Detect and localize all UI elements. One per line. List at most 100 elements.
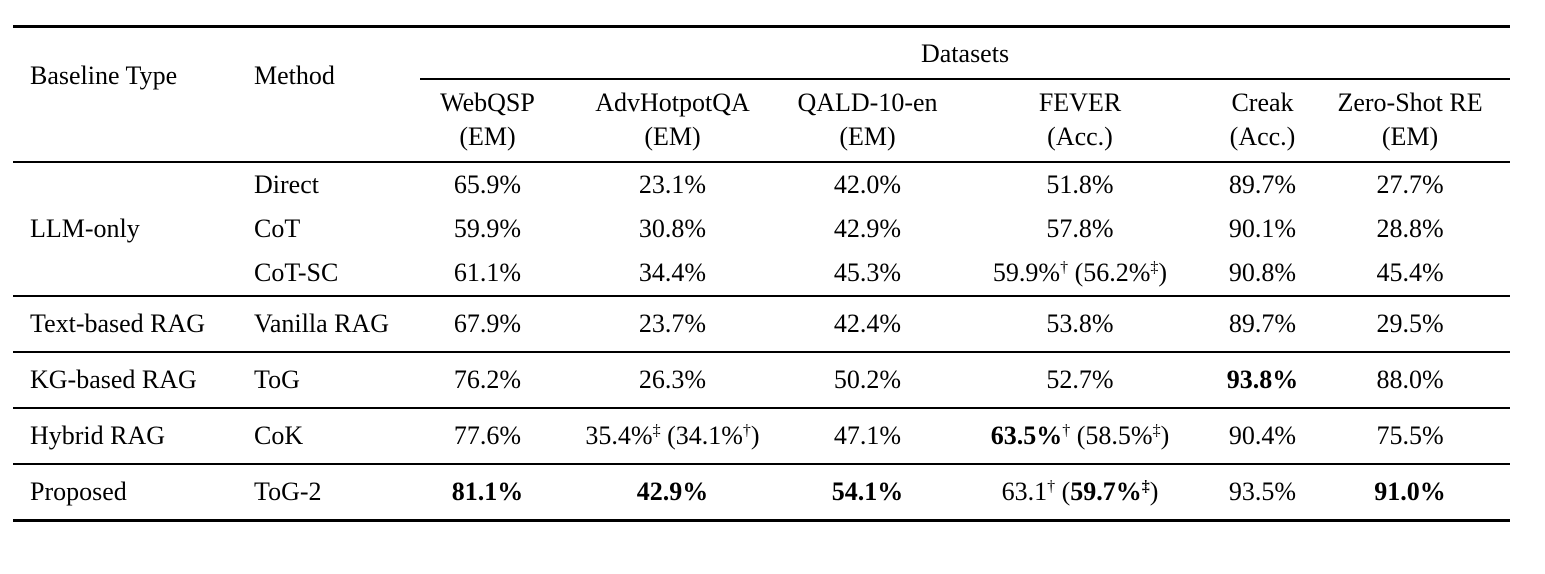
value-cell: 45.4% (1310, 251, 1510, 296)
value-cell: 27.7% (1310, 162, 1510, 207)
value-text: 76.2% (453, 365, 522, 394)
value-cell: 90.8% (1215, 251, 1310, 296)
dataset-column-metric: (EM) (555, 120, 790, 163)
value-text: 90.8% (1228, 258, 1297, 287)
value-cell: 89.7% (1215, 162, 1310, 207)
value-cell: 35.4%‡ (34.1%†) (555, 408, 790, 464)
value-text: 42.9% (833, 214, 902, 243)
value-text: 34.4% (638, 258, 707, 287)
value-text: ) (1158, 258, 1168, 287)
baseline-group: LLM-only Direct 65.9% 23.1% 42.0% 51.8% 89.7% 2… (13, 162, 1511, 296)
value-text: 47.1% (833, 421, 902, 450)
results-table: Baseline Type Method Datasets WebQSP AdvH… (13, 25, 1511, 522)
value-cell: 63.1† (59.7%‡) (945, 464, 1215, 521)
value-text: (56.2% (1068, 258, 1151, 287)
value-cell: 23.1% (555, 162, 790, 207)
value-text: 23.1% (638, 170, 707, 199)
dataset-column-metric: (Acc.) (1215, 120, 1310, 163)
value-cell: 26.3% (555, 352, 790, 408)
value-text: 29.5% (1376, 309, 1444, 338)
table-row: Hybrid RAG CoK 77.6% 35.4%‡ (34.1%†) 47.1% 63… (13, 408, 1510, 464)
value-text: 63.5% (990, 421, 1063, 450)
value-cell: 34.4% (555, 251, 790, 296)
value-text: 26.3% (638, 365, 707, 394)
dataset-column-name: QALD-10-en (797, 88, 938, 117)
value-text: 53.8% (1046, 309, 1114, 338)
value-cell: 91.0% (1310, 464, 1510, 521)
value-cell: 54.1% (790, 464, 945, 521)
baseline-group: KG-based RAG ToG 76.2% 26.3% 50.2% 52.7% 93.8%… (13, 352, 1511, 408)
value-cell: 90.1% (1215, 207, 1310, 251)
value-cell: 88.0% (1310, 352, 1510, 408)
value-text: 59.9% (992, 258, 1061, 287)
value-text: 27.7% (1376, 170, 1444, 199)
value-text: 93.5% (1228, 477, 1297, 506)
value-text: 88.0% (1376, 365, 1444, 394)
value-cell: 93.8% (1215, 352, 1310, 408)
value-text: 42.4% (833, 309, 902, 338)
value-text: 23.7% (638, 309, 707, 338)
value-cell: 23.7% (555, 296, 790, 352)
datasets-header-row: Baseline Type Method Datasets (13, 26, 1511, 163)
superscript-marker: ‡ (1152, 422, 1161, 440)
value-text: ) (1160, 421, 1170, 450)
value-cell: 89.7% (1215, 296, 1310, 352)
dataset-column-name: Zero-Shot RE (1337, 88, 1483, 117)
value-cell: 76.2% (420, 352, 555, 408)
value-cell: 42.9% (790, 207, 945, 251)
value-text: 89.7% (1228, 309, 1297, 338)
dataset-column-metric: (EM) (790, 120, 945, 163)
value-text: 35.4% (585, 421, 653, 450)
value-text: 89.7% (1228, 170, 1297, 199)
value-cell: 63.5%† (58.5%‡) (945, 408, 1215, 464)
value-text: 67.9% (453, 309, 522, 338)
method-cell: ToG-2 (254, 477, 322, 506)
value-text: 90.4% (1228, 421, 1297, 450)
value-text: 50.2% (833, 365, 902, 394)
value-cell: 51.8% (945, 162, 1215, 207)
baseline-type-column-header: Baseline Type (13, 26, 253, 163)
datasets-group-header: Datasets (420, 26, 1511, 80)
value-cell: 59.9% (420, 207, 555, 251)
value-cell: 30.8% (555, 207, 790, 251)
superscript-marker: † (1060, 259, 1069, 277)
value-text: ( (1055, 477, 1071, 506)
table-row: LLM-only Direct 65.9% 23.1% 42.0% 51.8% 89.7% 2… (13, 162, 1510, 243)
value-cell: 42.0% (790, 162, 945, 207)
method-cell: CoT-SC (254, 258, 339, 287)
baseline-type-cell: KG-based RAG (30, 365, 197, 394)
value-cell: 67.9% (420, 296, 555, 352)
value-cell: 81.1% (420, 464, 555, 521)
superscript-marker: † (742, 422, 751, 440)
table-row: CoT 59.9% 30.8% 42.9% 57.8% 90.1% 28.8% (13, 207, 1510, 251)
value-cell: 29.5% (1310, 296, 1510, 352)
superscript-marker: † (1047, 478, 1056, 496)
value-text: 65.9% (453, 170, 522, 199)
method-column-header: Method (253, 26, 420, 163)
value-text: 75.5% (1376, 421, 1444, 450)
baseline-group: Text-based RAG Vanilla RAG 67.9% 23.7% 42.4%… (13, 296, 1511, 352)
value-cell: 59.9%† (56.2%‡) (945, 251, 1215, 296)
value-text: 42.9% (636, 477, 709, 506)
value-cell: 47.1% (790, 408, 945, 464)
value-cell: 57.8% (945, 207, 1215, 251)
dataset-column-name: FEVER (1038, 88, 1122, 117)
table-row: Proposed ToG-2 81.1% 42.9% 54.1% 63.1† (59.7%… (13, 464, 1510, 521)
dataset-names-row: WebQSP AdvHotpotQA QALD-10-en FEVER Creak Zer… (13, 79, 1510, 120)
value-cell: 61.1% (420, 251, 555, 296)
value-text: ) (1149, 477, 1159, 506)
value-cell: 45.3% (790, 251, 945, 296)
table-header: Baseline Type Method Datasets WebQSP AdvH… (13, 26, 1511, 163)
value-text: 59.9% (453, 214, 522, 243)
value-cell: 42.4% (790, 296, 945, 352)
dataset-column-metric: (EM) (420, 120, 555, 163)
method-cell: ToG (254, 365, 300, 394)
dataset-column-metric: (Acc.) (945, 120, 1215, 163)
superscript-marker: † (1062, 422, 1071, 440)
superscript-marker: ‡ (1141, 478, 1150, 496)
value-text: 52.7% (1046, 365, 1114, 394)
value-text: 57.8% (1046, 214, 1114, 243)
table-row: Text-based RAG Vanilla RAG 67.9% 23.7% 42.4%… (13, 296, 1510, 352)
method-cell: Vanilla RAG (254, 309, 390, 338)
superscript-marker: ‡ (652, 422, 661, 440)
